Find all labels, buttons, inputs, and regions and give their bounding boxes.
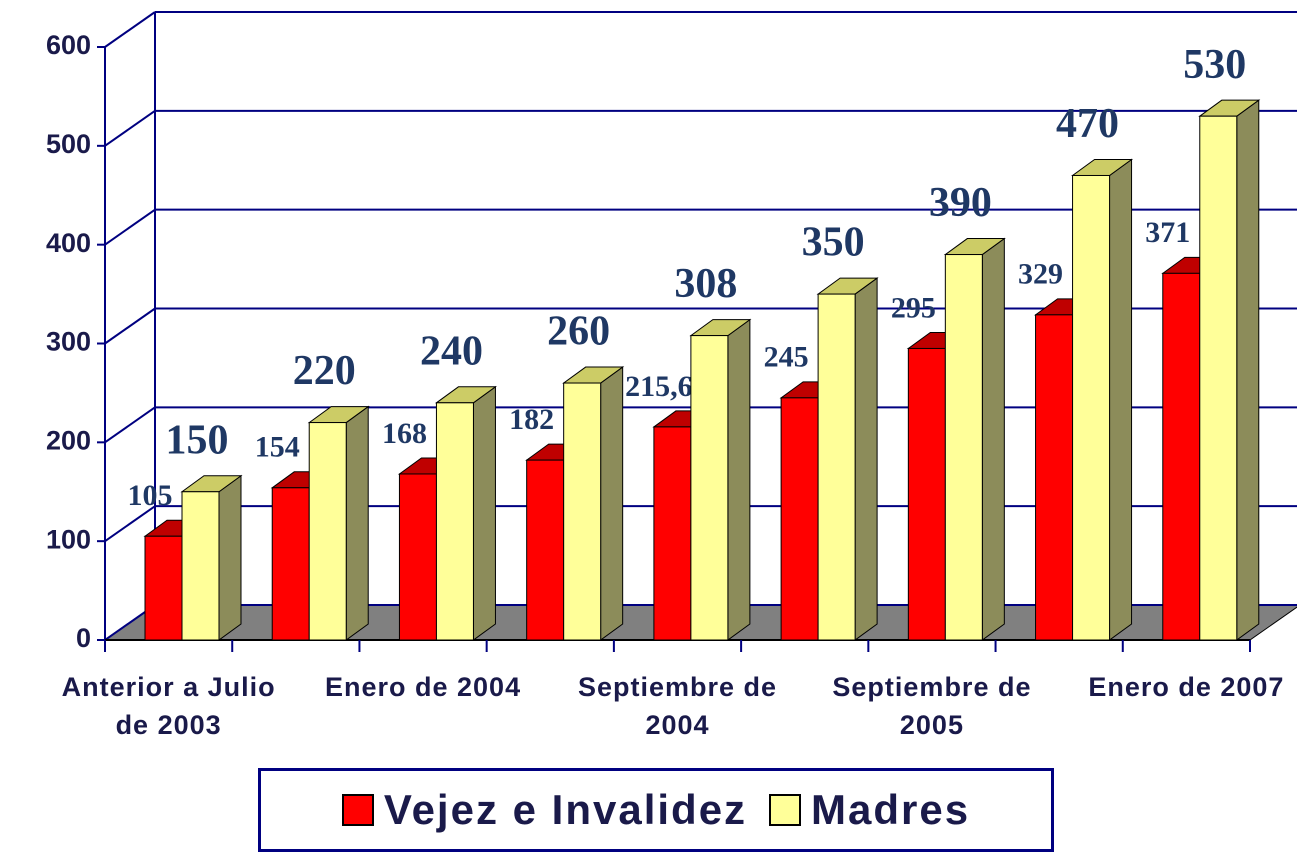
bar — [435, 402, 474, 641]
data-label: 220 — [293, 348, 356, 394]
data-label: 245 — [764, 341, 809, 374]
bar — [181, 491, 220, 641]
data-label: 240 — [420, 328, 483, 374]
legend-swatch — [341, 794, 374, 826]
bar — [907, 347, 946, 641]
grid-line — [104, 208, 156, 246]
y-tick-label: 200 — [46, 425, 91, 455]
y-tick-label: 300 — [46, 327, 91, 357]
bar — [944, 254, 983, 641]
data-label: 260 — [547, 309, 610, 355]
bar — [308, 422, 347, 641]
bar-side — [472, 385, 496, 641]
grid-line — [104, 307, 156, 345]
y-tick-label: 500 — [46, 129, 91, 159]
legend-item: Vejez e Invalidez — [341, 786, 748, 834]
bar — [1072, 174, 1111, 641]
x-tick-label: Septiembre de 2004 — [577, 672, 778, 740]
bar — [398, 473, 437, 641]
data-label: 168 — [382, 417, 427, 450]
data-label: 182 — [509, 403, 554, 436]
bar — [1035, 314, 1074, 641]
bar — [526, 459, 565, 641]
legend-label: Madres — [811, 786, 971, 833]
data-label: 390 — [929, 180, 992, 226]
bar-side — [854, 277, 878, 641]
bar — [271, 487, 310, 641]
bar — [780, 397, 819, 641]
bar — [817, 293, 856, 641]
bar-side — [727, 318, 751, 641]
data-label: 470 — [1056, 101, 1119, 147]
bar-side — [981, 237, 1005, 641]
bar — [1162, 272, 1201, 641]
y-tick-label: 100 — [46, 524, 91, 554]
legend: Vejez e Invalidez Madres — [258, 768, 1054, 852]
data-label: 308 — [674, 261, 737, 307]
data-label: 371 — [1145, 216, 1190, 249]
x-tick-label: Septiembre de 2005 — [832, 672, 1032, 740]
grid-line — [104, 406, 156, 444]
bar-side — [345, 405, 369, 641]
data-label: 295 — [891, 291, 936, 324]
bar — [563, 382, 602, 641]
grid-line — [104, 505, 156, 542]
y-tick-label: 400 — [46, 228, 91, 258]
bar — [144, 535, 183, 641]
data-label: 350 — [802, 220, 865, 266]
bar — [690, 335, 729, 641]
data-label: 150 — [166, 417, 229, 463]
grid-line — [104, 11, 156, 48]
legend-item: Madres — [769, 786, 970, 834]
bar-side — [1109, 158, 1133, 641]
data-label: 530 — [1183, 42, 1246, 88]
legend-label: Vejez e Invalidez — [383, 786, 748, 833]
legend-swatch — [769, 794, 802, 826]
bar-side — [600, 366, 624, 641]
data-label: 154 — [255, 431, 300, 464]
x-tick-label: Enero de 2007 — [1088, 672, 1285, 702]
y-tick-label: 0 — [76, 623, 91, 653]
bar — [1199, 115, 1238, 641]
data-label: 105 — [128, 479, 173, 512]
bar — [653, 426, 692, 641]
bar-side — [1236, 99, 1260, 641]
x-tick-label: Enero de 2004 — [325, 672, 522, 702]
grid-line — [104, 110, 156, 147]
y-tick-label: 600 — [46, 30, 91, 60]
bar-side — [218, 474, 242, 641]
data-label: 215,6 — [625, 370, 693, 403]
x-tick-label: Anterior a Julio de 2003 — [61, 672, 276, 740]
data-label: 329 — [1018, 258, 1063, 291]
